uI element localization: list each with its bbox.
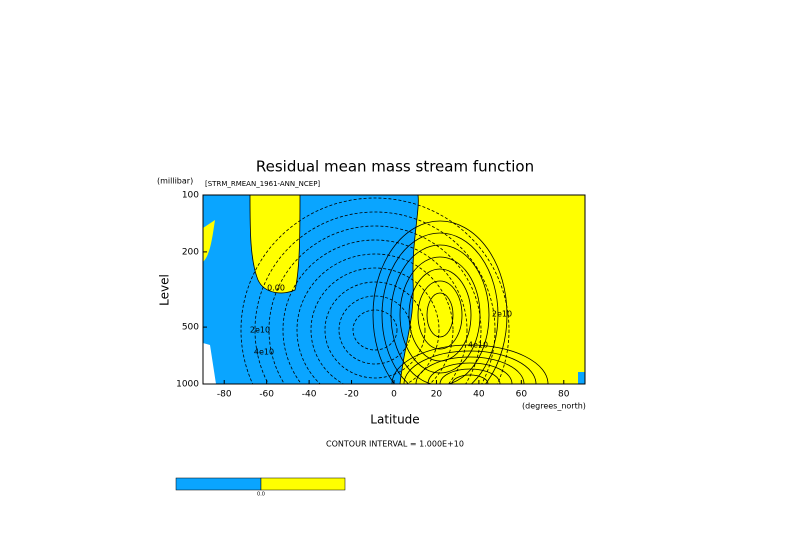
contour-line (249, 195, 301, 294)
x-tick-label: 80 (558, 390, 570, 400)
contour-line (390, 244, 490, 384)
y-axis-label: Level (158, 274, 172, 306)
y-units: (millibar) (157, 177, 193, 186)
x-tick-label: -60 (259, 390, 274, 400)
contour-line (403, 350, 537, 384)
chart-title: Residual mean mass stream function (256, 158, 534, 176)
x-axis-label: Latitude (370, 413, 419, 427)
x-tick-label: -80 (217, 390, 232, 400)
contour-line (240, 197, 510, 384)
colorbar-swatch (175, 477, 262, 491)
contour-line (399, 256, 481, 374)
contour-line (426, 292, 454, 338)
y-tick-label: 100 (182, 191, 199, 201)
contour-line (427, 362, 513, 384)
contour-line (439, 368, 501, 384)
x-units: (degrees_north) (522, 402, 586, 411)
y-tick-label: 1000 (176, 380, 199, 390)
colorbar-label: 0.0 (257, 492, 265, 498)
colorbar-swatch (260, 477, 346, 491)
contour-line (324, 281, 426, 379)
contour-line (254, 211, 496, 384)
x-tick-label: -40 (302, 390, 317, 400)
contour-interval: CONTOUR INTERVAL = 1.000E+10 (326, 440, 464, 449)
contour-label: 2e10 (250, 326, 270, 335)
y-tick-label: 500 (182, 323, 199, 333)
contour-line (282, 239, 468, 384)
contour-line (268, 225, 482, 384)
contour-line (296, 253, 454, 384)
x-tick-label: -20 (344, 390, 359, 400)
contour-label: 0.00 (267, 284, 285, 293)
positive-region (203, 195, 585, 384)
contour-line (415, 356, 525, 384)
contour-line (451, 374, 489, 384)
contour-line (352, 309, 398, 351)
contour-line (381, 232, 499, 384)
contour-line (310, 267, 440, 384)
contour-lines (240, 195, 549, 384)
contour-label: 4e10 (254, 348, 274, 357)
x-tick-label: 0 (391, 390, 397, 400)
x-tick-label: 20 (431, 390, 443, 400)
missing-area (203, 343, 216, 384)
x-tick-label: 60 (516, 390, 528, 400)
y-tick-label: 200 (182, 247, 199, 257)
contour-line (391, 344, 549, 384)
positive-area (250, 195, 300, 293)
positive-area (400, 195, 585, 384)
contour-line (417, 280, 463, 350)
contour-label: 2e10 (492, 310, 512, 319)
contour-line (372, 220, 508, 384)
contour-line (399, 195, 419, 384)
subtitle: [STRM_RMEAN_1961-ANN_NCEP] (205, 180, 320, 188)
contour-line (408, 268, 472, 362)
x-tick-label: 40 (473, 390, 485, 400)
contour-label: 4e10 (468, 341, 488, 350)
